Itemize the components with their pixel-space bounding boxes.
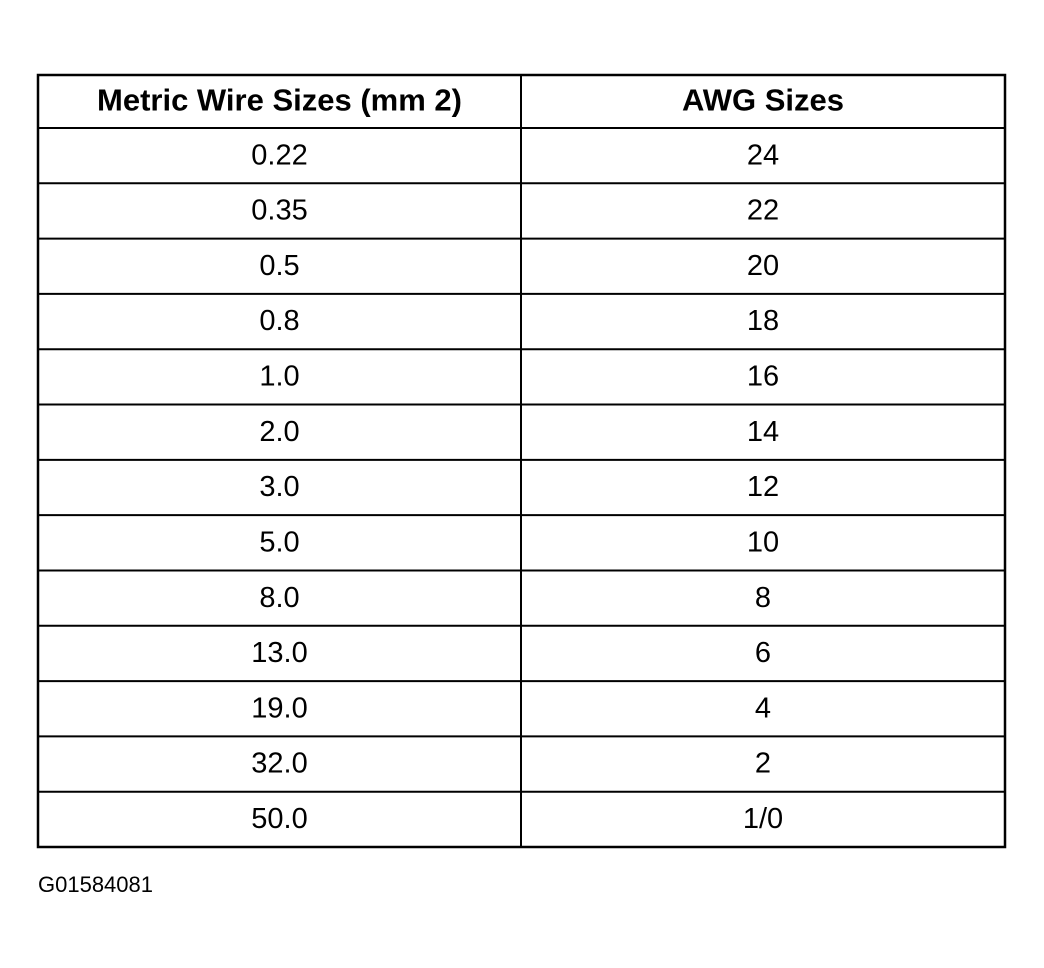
table-cell: 0.8 [259, 305, 299, 337]
table-cell: 14 [747, 416, 779, 448]
table-cell: 16 [747, 361, 779, 393]
table-cell: 10 [747, 526, 779, 558]
table-cell: 24 [747, 139, 779, 171]
table-cell: 50.0 [251, 803, 307, 835]
table-cell: 8 [755, 582, 771, 614]
table-cell: 0.35 [251, 195, 307, 227]
table-cell: 0.5 [259, 250, 299, 282]
table-cell: 19.0 [251, 692, 307, 724]
table-cell: 3.0 [259, 471, 299, 503]
header-cell: AWG Sizes [682, 83, 844, 118]
table-cell: 2 [755, 748, 771, 780]
table-cell: 4 [755, 692, 771, 724]
table-cell: 5.0 [259, 526, 299, 558]
table-cell: 0.22 [251, 139, 307, 171]
header-cell: Metric Wire Sizes (mm 2) [97, 83, 462, 118]
table-cell: 13.0 [251, 637, 307, 669]
table-cell: 1/0 [743, 803, 783, 835]
table-cell: 22 [747, 195, 779, 227]
table-cell: 32.0 [251, 748, 307, 780]
table-cell: 2.0 [259, 416, 299, 448]
table-cell: 20 [747, 250, 779, 282]
table-cell: 18 [747, 305, 779, 337]
table-cell: 1.0 [259, 361, 299, 393]
table-cell: 8.0 [259, 582, 299, 614]
table-cell: 12 [747, 471, 779, 503]
table-cell: 6 [755, 637, 771, 669]
figure-code: G01584081 [38, 872, 153, 897]
